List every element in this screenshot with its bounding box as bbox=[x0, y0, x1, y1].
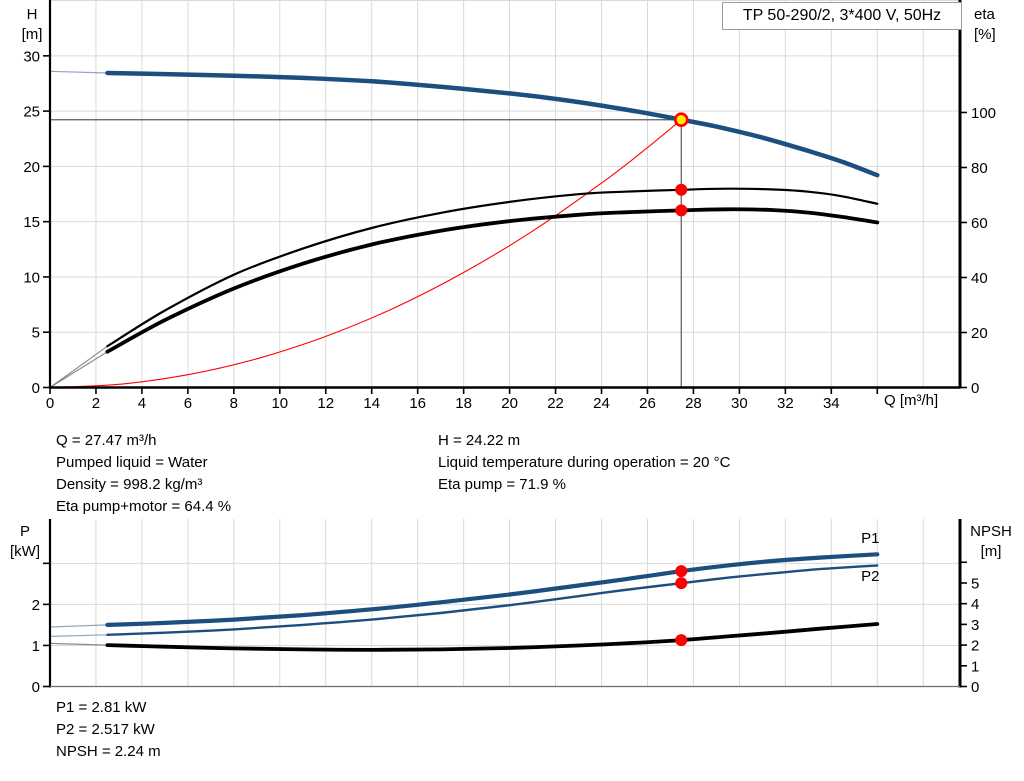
right-tick-label: 40 bbox=[971, 270, 988, 287]
left-tick-label: 0 bbox=[32, 380, 40, 397]
npsh-axis-unit: [m] bbox=[980, 543, 1002, 560]
series-label-p2: P2 bbox=[861, 568, 879, 585]
eta-axis-unit: [%] bbox=[974, 26, 996, 43]
info-temperature: Liquid temperature during operation = 20… bbox=[438, 454, 731, 471]
left-tick-label: 20 bbox=[23, 159, 40, 176]
power-npsh-chart-ticks: 0 1 2 0 1 2 3 4 5 bbox=[32, 561, 979, 696]
x-tick-label: 20 bbox=[501, 395, 518, 412]
left-tick-label: 30 bbox=[23, 48, 40, 65]
head-curve bbox=[105, 70, 880, 178]
p1-dot bbox=[675, 565, 688, 578]
power-axis-label: P [kW] bbox=[2, 522, 48, 562]
right-tick-label: 1 bbox=[971, 658, 979, 675]
x-tick-label: 2 bbox=[92, 395, 100, 412]
x-tick-label: 22 bbox=[547, 395, 564, 412]
info-p1: P1 = 2.81 kW bbox=[56, 699, 147, 716]
left-tick-label: 25 bbox=[23, 104, 40, 121]
head-axis-unit: [m] bbox=[21, 26, 43, 43]
power-axis-symbol: P bbox=[19, 523, 30, 540]
system-curve bbox=[49, 119, 682, 389]
pump-title-box: TP 50-290/2, 3*400 V, 50Hz bbox=[722, 2, 962, 30]
info-eta-pump: Eta pump = 71.9 % bbox=[438, 476, 566, 493]
x-tick-label: 24 bbox=[593, 395, 610, 412]
right-tick-label: 80 bbox=[971, 160, 988, 177]
right-tick-label: 60 bbox=[971, 215, 988, 232]
info-head: H = 24.22 m bbox=[438, 432, 521, 449]
eta-pump-motor-curve bbox=[105, 207, 880, 354]
npsh-dot bbox=[675, 634, 688, 647]
right-tick-label: 0 bbox=[971, 380, 979, 397]
npsh-axis-symbol: NPSH bbox=[970, 523, 1012, 540]
info-density: Density = 998.2 kg/m³ bbox=[56, 476, 203, 493]
x-tick-label: 14 bbox=[363, 395, 380, 412]
p2-curve-lead bbox=[49, 634, 108, 637]
npsh-axis-label: NPSH [m] bbox=[960, 522, 1022, 562]
left-tick-label: 15 bbox=[23, 214, 40, 231]
x-tick-label: 32 bbox=[777, 395, 794, 412]
eta-pump-motor-dot bbox=[675, 204, 688, 217]
info-flow: Q = 27.47 m³/h bbox=[56, 432, 157, 449]
right-tick-label: 0 bbox=[971, 679, 979, 696]
p1-curve-lead bbox=[49, 624, 108, 628]
x-tick-label: 18 bbox=[455, 395, 472, 412]
right-tick-label: 4 bbox=[971, 596, 979, 613]
x-tick-label: 26 bbox=[639, 395, 656, 412]
p1-curve bbox=[105, 552, 880, 627]
series-label-p1: P1 bbox=[861, 530, 879, 547]
x-tick-label: 0 bbox=[46, 395, 54, 412]
head-axis-symbol: H bbox=[26, 6, 38, 23]
x-tick-label: 30 bbox=[731, 395, 748, 412]
x-tick-label: 12 bbox=[317, 395, 334, 412]
x-tick-label: 4 bbox=[138, 395, 146, 412]
p2-dot bbox=[675, 577, 688, 590]
x-tick-label: 10 bbox=[271, 395, 288, 412]
right-tick-label: 2 bbox=[971, 638, 979, 655]
eta-axis-symbol: eta bbox=[974, 6, 995, 23]
x-tick-label: 6 bbox=[184, 395, 192, 412]
power-npsh-chart: 0 1 2 0 1 2 3 4 5 P1 P2 bbox=[32, 519, 979, 696]
info-eta-pump-motor: Eta pump+motor = 64.4 % bbox=[56, 498, 232, 515]
eta-pump-curve bbox=[106, 187, 879, 348]
eta-pump-dot bbox=[675, 183, 688, 196]
p2-curve bbox=[106, 564, 879, 636]
duty-info-left: Q = 27.47 m³/h Pumped liquid = Water Den… bbox=[56, 430, 231, 518]
eta-axis-label: eta [%] bbox=[966, 5, 1018, 45]
eta-pump-motor-curve-lead bbox=[49, 351, 108, 389]
power-axis-unit: [kW] bbox=[10, 543, 40, 560]
right-tick-label: 3 bbox=[971, 617, 979, 634]
x-tick-label: 28 bbox=[685, 395, 702, 412]
left-tick-label: 10 bbox=[23, 269, 40, 286]
duty-info-right: H = 24.22 m Liquid temperature during op… bbox=[438, 430, 730, 496]
eta-pump-curve-lead bbox=[49, 345, 108, 388]
left-tick-label: 5 bbox=[32, 325, 40, 342]
left-tick-label: 2 bbox=[32, 597, 40, 614]
flow-axis-label: Q [m³/h] bbox=[884, 392, 939, 409]
right-tick-label: 5 bbox=[971, 575, 979, 592]
info-npsh: NPSH = 2.24 m bbox=[56, 743, 161, 760]
left-tick-label: 1 bbox=[32, 638, 40, 655]
head-axis-label: H [m] bbox=[14, 5, 50, 45]
head-curve-lead bbox=[49, 70, 108, 74]
npsh-curve bbox=[105, 622, 880, 652]
npsh-curve-lead bbox=[49, 642, 108, 646]
power-npsh-chart-gridlines bbox=[50, 519, 960, 687]
info-p2: P2 = 2.517 kW bbox=[56, 721, 155, 738]
right-tick-label: 20 bbox=[971, 325, 988, 342]
hq-eta-chart-gridlines bbox=[50, 0, 960, 388]
duty-point-marker bbox=[673, 112, 689, 128]
x-tick-label: 16 bbox=[409, 395, 426, 412]
x-tick-label: 8 bbox=[230, 395, 238, 412]
power-info-block: P1 = 2.81 kW P2 = 2.517 kW NPSH = 2.24 m bbox=[56, 697, 161, 763]
pump-title: TP 50-290/2, 3*400 V, 50Hz bbox=[742, 7, 942, 24]
info-liquid: Pumped liquid = Water bbox=[56, 454, 208, 471]
x-tick-label: 34 bbox=[823, 395, 840, 412]
left-tick-label: 0 bbox=[32, 679, 40, 696]
right-tick-label: 100 bbox=[971, 105, 996, 122]
